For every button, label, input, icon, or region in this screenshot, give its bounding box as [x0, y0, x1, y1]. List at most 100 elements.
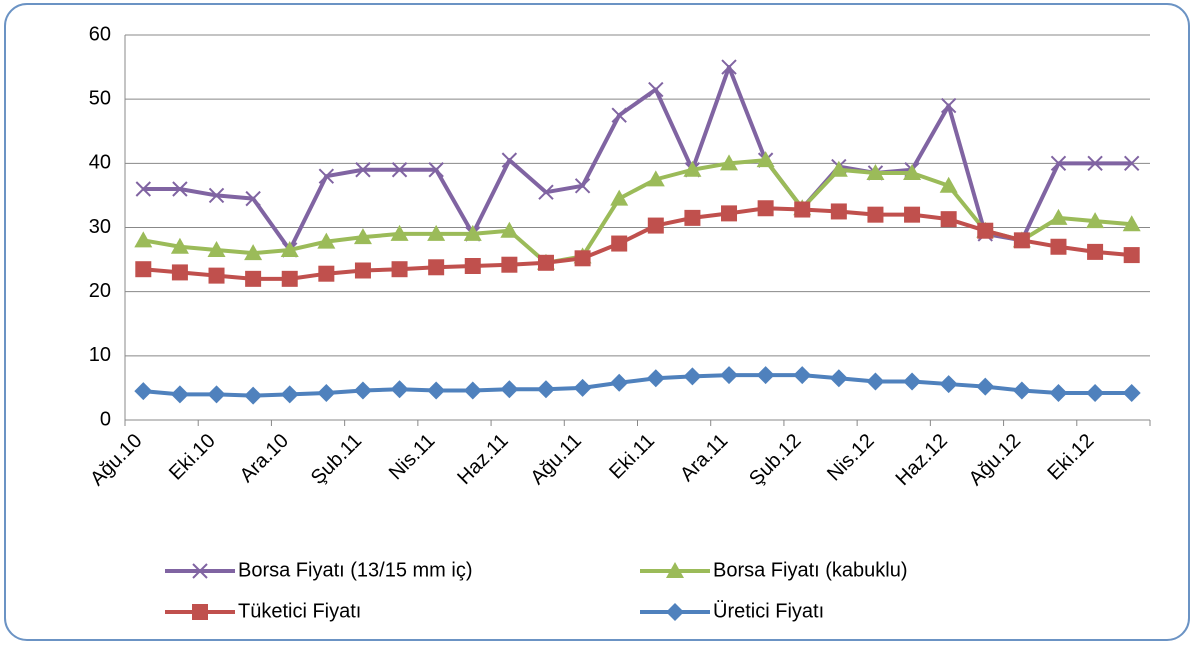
- marker: [428, 162, 444, 178]
- marker: [245, 190, 261, 207]
- marker: [611, 107, 627, 123]
- series-line: [143, 65, 1132, 252]
- marker: [317, 384, 336, 403]
- marker: [192, 604, 208, 620]
- marker: [463, 224, 482, 241]
- marker: [355, 162, 371, 178]
- marker: [207, 240, 226, 257]
- marker: [318, 168, 335, 184]
- marker: [939, 375, 958, 394]
- marker: [611, 235, 628, 252]
- marker: [1123, 247, 1140, 264]
- marker: [501, 256, 518, 273]
- marker: [280, 385, 299, 404]
- series-line: [143, 373, 1132, 398]
- marker: [647, 217, 664, 234]
- marker: [1086, 212, 1105, 229]
- marker: [172, 181, 188, 197]
- y-tick-label: 30: [89, 216, 111, 238]
- marker: [353, 228, 372, 245]
- y-tick-label: 0: [100, 408, 111, 430]
- marker: [192, 563, 208, 579]
- series-line: [142, 158, 1132, 265]
- marker: [134, 382, 153, 401]
- marker: [244, 386, 263, 405]
- marker: [683, 160, 702, 177]
- marker: [537, 254, 554, 271]
- marker: [867, 206, 884, 223]
- y-tick-label: 60: [89, 23, 111, 45]
- marker: [684, 209, 701, 226]
- marker: [830, 203, 847, 220]
- legend-item: Üretici Fiyatı: [640, 600, 824, 622]
- marker: [245, 270, 262, 287]
- legend-item: Borsa Fiyatı (13/15 mm iç): [165, 559, 473, 581]
- marker: [390, 380, 409, 399]
- marker: [666, 562, 684, 578]
- y-tick-label: 10: [89, 344, 111, 366]
- y-tick-label: 50: [89, 87, 111, 109]
- marker: [1087, 155, 1103, 172]
- legend-item: Borsa Fiyatı (kabuklu): [640, 559, 908, 581]
- legend-label: Tüketici Fiyatı: [238, 600, 361, 622]
- marker: [866, 163, 885, 180]
- marker: [1050, 238, 1067, 255]
- marker: [171, 264, 188, 281]
- marker: [756, 151, 775, 168]
- marker: [1012, 381, 1031, 400]
- marker: [208, 187, 225, 204]
- marker: [170, 237, 189, 254]
- legend-item: Tüketici Fiyatı: [165, 600, 361, 622]
- marker: [500, 380, 519, 399]
- marker: [244, 244, 263, 261]
- marker: [1013, 232, 1030, 249]
- marker: [610, 373, 629, 392]
- marker: [427, 381, 446, 400]
- marker: [1050, 155, 1067, 172]
- marker: [756, 366, 775, 385]
- marker: [683, 367, 702, 386]
- marker: [317, 232, 336, 249]
- marker: [757, 200, 774, 217]
- marker: [721, 205, 738, 222]
- marker: [939, 176, 958, 193]
- legend-label: Borsa Fiyatı (kabuklu): [713, 559, 908, 581]
- marker: [648, 81, 664, 98]
- legend-label: Borsa Fiyatı (13/15 mm iç): [238, 559, 473, 581]
- marker: [574, 250, 591, 267]
- marker: [391, 261, 408, 278]
- marker: [280, 240, 299, 257]
- marker: [428, 259, 445, 276]
- marker: [1086, 384, 1105, 403]
- series-line: [143, 206, 1132, 281]
- marker: [610, 189, 629, 206]
- marker: [354, 262, 371, 279]
- legend-label: Üretici Fiyatı: [713, 600, 824, 622]
- marker: [646, 369, 665, 388]
- marker: [1123, 155, 1140, 172]
- marker: [1049, 208, 1068, 225]
- marker: [721, 59, 737, 75]
- marker: [646, 170, 665, 187]
- marker: [318, 265, 335, 282]
- marker: [1122, 215, 1141, 232]
- marker: [134, 231, 153, 248]
- marker: [390, 224, 409, 241]
- marker: [574, 178, 591, 194]
- marker: [977, 222, 994, 239]
- marker: [1087, 243, 1104, 260]
- marker: [720, 366, 739, 385]
- marker: [427, 224, 446, 241]
- marker: [538, 184, 554, 200]
- marker: [1049, 384, 1068, 403]
- marker: [793, 366, 812, 385]
- marker: [501, 152, 518, 168]
- y-tick-label: 40: [89, 152, 111, 174]
- marker: [464, 258, 481, 274]
- marker: [829, 160, 848, 177]
- marker: [573, 378, 592, 397]
- marker: [903, 163, 922, 180]
- marker: [353, 381, 372, 400]
- marker: [463, 381, 482, 400]
